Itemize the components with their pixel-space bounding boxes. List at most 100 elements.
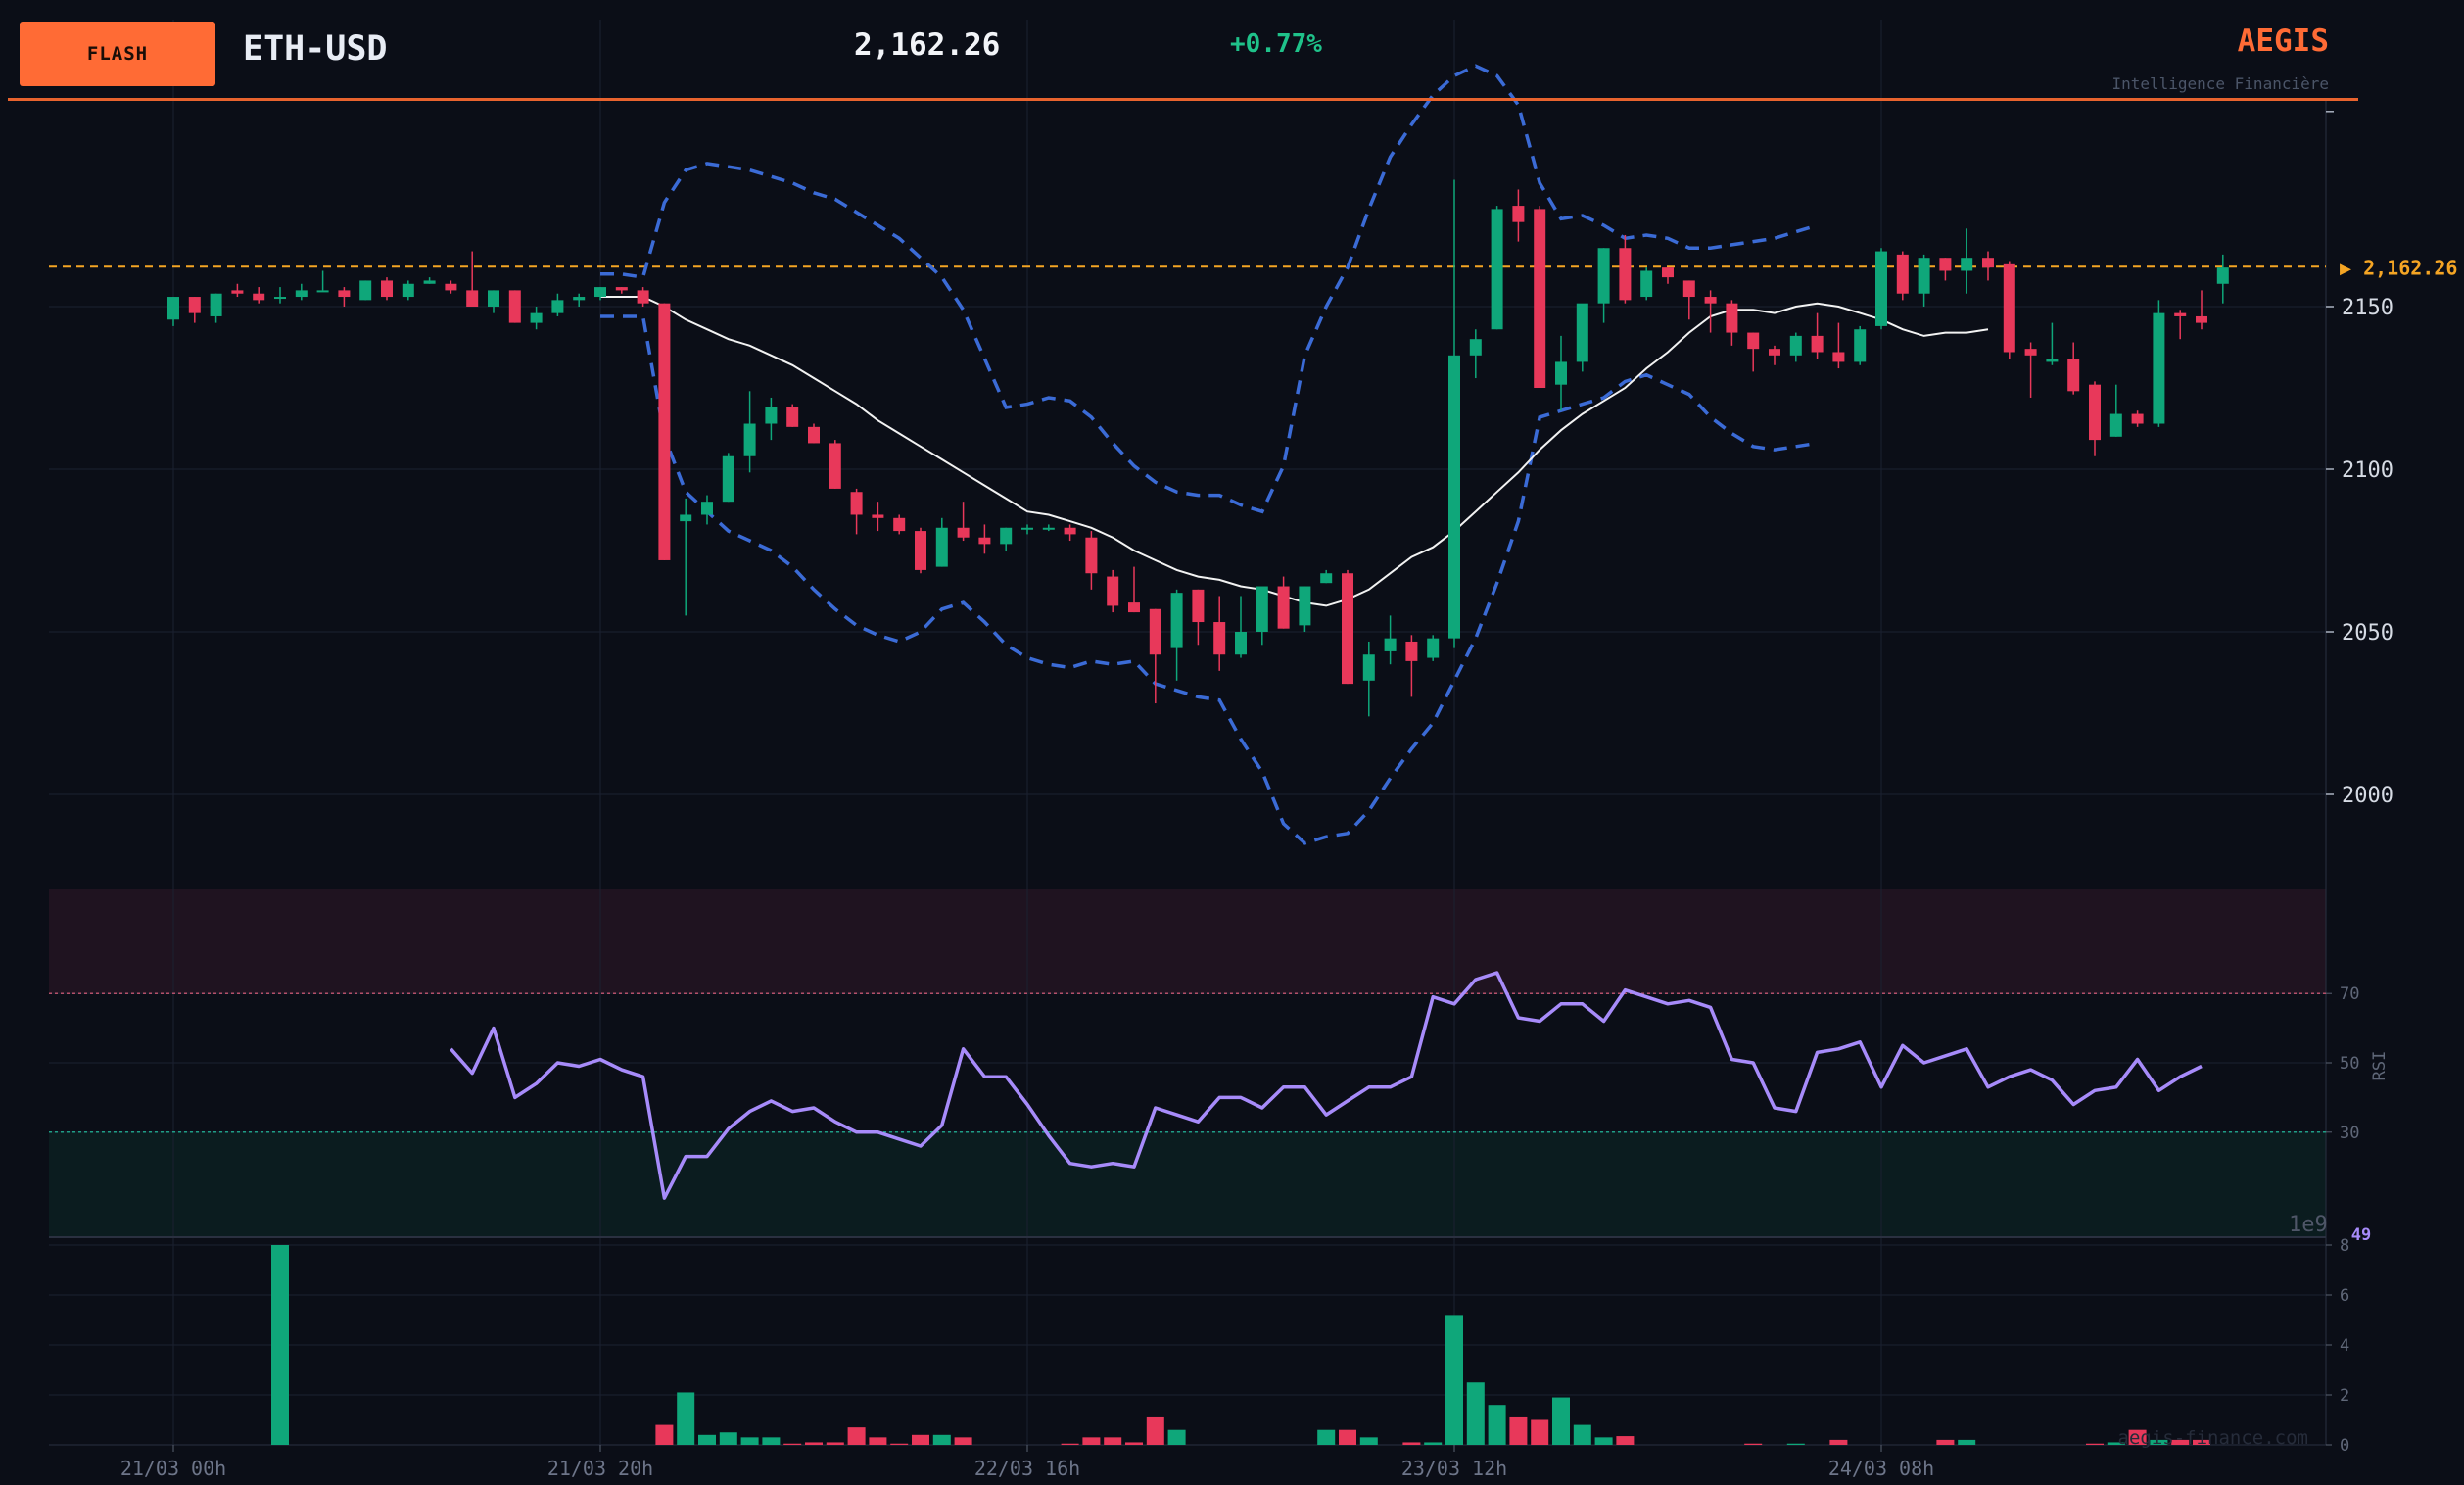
volume-bar: [698, 1434, 716, 1445]
candle-body: [2067, 359, 2080, 392]
volume-bar: [1445, 1315, 1463, 1445]
candle-body: [743, 423, 756, 456]
x-tick-label: 22/03 16h: [974, 1457, 1080, 1480]
volume-bar: [1125, 1442, 1143, 1445]
candle-body: [1576, 303, 1588, 362]
candle-body: [1277, 586, 1290, 629]
candle-body: [2046, 359, 2059, 362]
candle-body: [1149, 608, 1161, 655]
volume-bar: [1958, 1439, 1976, 1445]
volume-bar: [954, 1437, 972, 1445]
candle-body: [2089, 384, 2101, 441]
volume-bar: [912, 1434, 929, 1445]
volume-bar: [847, 1427, 866, 1445]
candle-body: [231, 290, 244, 294]
candle-body: [1021, 527, 1033, 530]
rsi-tick-label: 70: [2340, 984, 2359, 1004]
candle-body: [637, 290, 649, 304]
volume-bar: [1317, 1429, 1336, 1445]
volume-tick-label: 0: [2340, 1436, 2349, 1456]
candle-body: [2216, 267, 2229, 284]
candle-body: [765, 407, 778, 424]
rsi-oversold-zone: [49, 1131, 2326, 1236]
candle-body: [1213, 622, 1226, 655]
candle-body: [1512, 206, 1525, 222]
candle-body: [1682, 280, 1695, 298]
volume-bar: [1786, 1443, 1805, 1445]
x-tick-label: 21/03 00h: [120, 1457, 226, 1480]
candle-body: [1747, 332, 1760, 350]
candle-body: [295, 290, 308, 298]
candle-body: [1918, 258, 1930, 294]
candle-body: [188, 297, 201, 313]
volume-bar: [762, 1437, 781, 1445]
volume-bar: [805, 1442, 823, 1445]
candle-body: [530, 312, 543, 323]
volume-bar: [2086, 1443, 2104, 1445]
candle-body: [701, 502, 713, 515]
volume-tick-label: 8: [2340, 1236, 2349, 1256]
candle-body: [935, 527, 948, 567]
volume-bar: [271, 1245, 289, 1445]
candle-body: [786, 407, 799, 427]
volume-bar: [1146, 1416, 1164, 1445]
candle-body: [423, 280, 436, 284]
rsi-current-label: 49: [2351, 1225, 2371, 1245]
volume-bar: [1552, 1397, 1570, 1445]
candle-body: [1170, 593, 1183, 648]
volume-bar: [1616, 1436, 1635, 1445]
rsi-tick-label: 30: [2340, 1124, 2359, 1143]
candle-body: [1726, 303, 1738, 333]
x-tick-label: 21/03 20h: [547, 1457, 653, 1480]
volume-bar: [1061, 1443, 1079, 1445]
last-price-label: ▶ 2,162.26: [2340, 256, 2457, 279]
x-tick-label: 24/03 08h: [1828, 1457, 1934, 1480]
candle-body: [1064, 527, 1076, 535]
header: FLASH ETH-USD 2,162.26 +0.77% AEGIS Inte…: [0, 0, 2464, 98]
volume-bar: [2171, 1439, 2190, 1445]
candle-body: [2153, 312, 2165, 424]
rsi-axis-label: RSI: [2370, 1051, 2390, 1081]
candle-body: [466, 290, 479, 307]
volume-bar: [1424, 1442, 1443, 1445]
rsi-line: [450, 971, 2203, 1200]
candle-body: [1128, 602, 1140, 613]
volume-bar: [1936, 1439, 1955, 1445]
candle-body: [1405, 641, 1418, 661]
candle-body: [1299, 586, 1311, 626]
candle-body: [1427, 638, 1440, 658]
volume-bar: [1402, 1442, 1421, 1445]
candle-body: [1000, 527, 1013, 545]
candle-body: [508, 290, 521, 323]
candle-body: [1448, 355, 1460, 639]
flash-badge: FLASH: [20, 22, 215, 86]
volume-bar: [1744, 1443, 1763, 1445]
candle-body: [274, 297, 286, 300]
bollinger-lower-line: [600, 314, 1818, 845]
y-tick-label: 2100: [2342, 458, 2393, 483]
candle-body: [1875, 251, 1887, 326]
candle-body: [1491, 209, 1503, 330]
volume-bar: [1339, 1429, 1356, 1445]
candle-body: [893, 517, 906, 532]
candle-body: [551, 300, 564, 313]
y-tick-label: 2000: [2342, 784, 2393, 808]
candle-body: [1854, 329, 1867, 362]
candle-body: [1982, 258, 1994, 268]
volume-tick-label: 2: [2340, 1386, 2349, 1406]
candle-body: [316, 290, 329, 293]
candle-body: [1256, 586, 1268, 632]
volume-bar: [1573, 1424, 1591, 1445]
candle-body: [1789, 335, 1802, 356]
volume-bar: [655, 1424, 674, 1445]
volume-bar: [869, 1437, 887, 1445]
y-tick-label: 2050: [2342, 621, 2393, 646]
rsi-overbought-zone: [49, 889, 2326, 994]
candle-body: [1555, 361, 1567, 385]
candle-body: [338, 290, 351, 298]
volume-bar: [1466, 1382, 1485, 1445]
candle-body: [1939, 258, 1952, 271]
candle-body: [167, 297, 179, 320]
symbol-label: ETH-USD: [243, 29, 388, 69]
